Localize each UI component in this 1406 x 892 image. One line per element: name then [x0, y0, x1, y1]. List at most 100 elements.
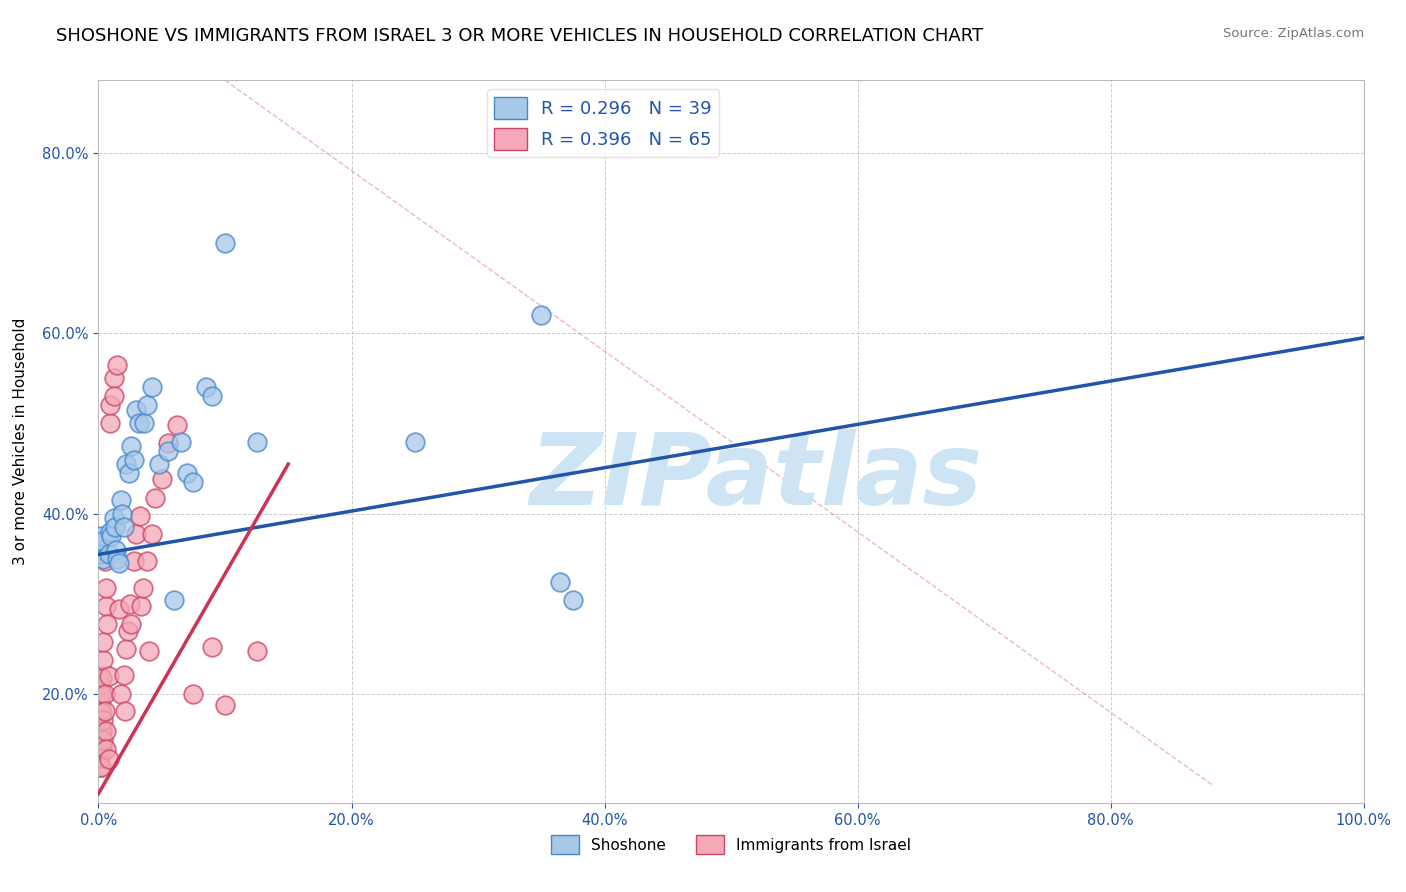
- Point: [530, 308, 553, 322]
- Point: [129, 508, 152, 523]
- Point: [150, 473, 173, 487]
- Point: [148, 457, 170, 471]
- Point: [93, 732, 115, 747]
- Point: [114, 704, 136, 718]
- Point: [97, 548, 120, 562]
- Legend: Shoshone, Immigrants from Israel: Shoshone, Immigrants from Israel: [546, 830, 917, 860]
- Point: [91, 687, 114, 701]
- Point: [132, 581, 155, 595]
- Point: [107, 601, 129, 615]
- Point: [103, 389, 125, 403]
- Point: [89, 734, 111, 748]
- Point: [91, 533, 114, 548]
- Point: [404, 434, 426, 449]
- Point: [112, 520, 135, 534]
- Point: [214, 235, 236, 250]
- Point: [89, 697, 111, 711]
- Point: [176, 466, 198, 480]
- Point: [561, 592, 585, 607]
- Point: [89, 710, 111, 724]
- Point: [169, 434, 191, 449]
- Point: [89, 669, 111, 683]
- Text: SHOSHONE VS IMMIGRANTS FROM ISRAEL 3 OR MORE VEHICLES IN HOUSEHOLD CORRELATION C: SHOSHONE VS IMMIGRANTS FROM ISRAEL 3 OR …: [56, 27, 983, 45]
- Point: [91, 723, 114, 738]
- Point: [96, 617, 118, 632]
- Point: [141, 526, 163, 541]
- Point: [89, 704, 111, 718]
- Point: [110, 687, 132, 701]
- Point: [122, 554, 145, 568]
- Point: [157, 436, 180, 450]
- Point: [125, 403, 148, 417]
- Point: [141, 380, 163, 394]
- Point: [122, 452, 145, 467]
- Point: [166, 418, 188, 433]
- Text: Source: ZipAtlas.com: Source: ZipAtlas.com: [1223, 27, 1364, 40]
- Point: [89, 719, 111, 733]
- Point: [90, 542, 112, 557]
- Y-axis label: 3 or more Vehicles in Household: 3 or more Vehicles in Household: [13, 318, 28, 566]
- Point: [89, 687, 111, 701]
- Point: [89, 748, 111, 763]
- Point: [91, 671, 114, 685]
- Point: [117, 624, 139, 639]
- Point: [89, 760, 111, 774]
- Point: [183, 475, 205, 490]
- Point: [89, 750, 111, 764]
- Point: [89, 725, 111, 739]
- Point: [103, 371, 125, 385]
- Point: [111, 507, 134, 521]
- Point: [89, 734, 111, 748]
- Point: [132, 417, 155, 431]
- Point: [548, 574, 571, 589]
- Point: [105, 542, 128, 557]
- Point: [115, 457, 138, 471]
- Text: ZIPatlas: ZIPatlas: [530, 429, 983, 526]
- Point: [128, 417, 150, 431]
- Point: [138, 644, 160, 658]
- Point: [246, 434, 269, 449]
- Point: [145, 491, 166, 505]
- Point: [104, 520, 127, 534]
- Point: [93, 687, 117, 701]
- Point: [93, 552, 115, 566]
- Point: [98, 417, 121, 431]
- Point: [183, 687, 205, 701]
- Point: [98, 398, 121, 412]
- Point: [93, 554, 117, 568]
- Point: [94, 581, 117, 595]
- Point: [107, 552, 129, 566]
- Point: [89, 678, 111, 692]
- Point: [194, 380, 218, 394]
- Point: [93, 653, 115, 667]
- Point: [93, 713, 115, 727]
- Point: [201, 640, 224, 655]
- Point: [118, 466, 141, 480]
- Point: [90, 760, 112, 774]
- Point: [163, 592, 186, 607]
- Point: [91, 706, 114, 720]
- Point: [115, 642, 138, 657]
- Point: [246, 644, 269, 658]
- Point: [120, 617, 142, 632]
- Point: [94, 599, 117, 613]
- Point: [112, 667, 135, 681]
- Point: [91, 739, 114, 754]
- Point: [90, 529, 112, 543]
- Point: [110, 493, 132, 508]
- Point: [94, 741, 117, 756]
- Point: [97, 752, 120, 766]
- Point: [103, 511, 125, 525]
- Point: [90, 739, 112, 753]
- Point: [120, 597, 141, 611]
- Point: [131, 599, 153, 613]
- Point: [214, 698, 236, 713]
- Point: [89, 721, 111, 735]
- Point: [98, 524, 121, 539]
- Point: [157, 443, 180, 458]
- Point: [125, 526, 148, 541]
- Point: [135, 554, 157, 568]
- Point: [89, 548, 111, 562]
- Point: [201, 389, 224, 403]
- Point: [93, 704, 117, 718]
